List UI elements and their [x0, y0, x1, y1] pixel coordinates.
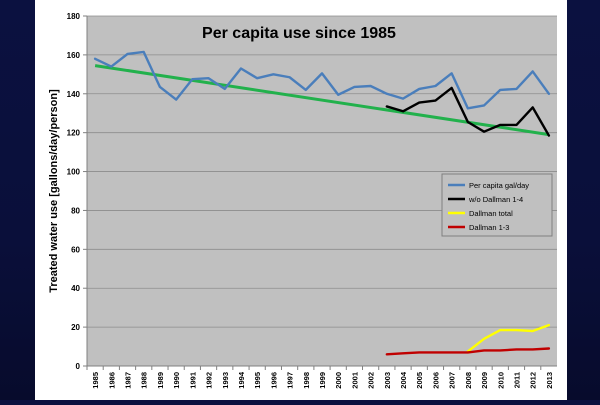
x-tick-label: 1997 — [286, 372, 295, 389]
x-tick-label: 1989 — [156, 372, 165, 389]
legend-item-label: Dallman total — [469, 209, 513, 218]
y-axis-label: Treated water use [gallons/day/person] — [48, 89, 60, 293]
x-tick-labels: 1985 1986 1987 1988 1989 1990 1991 1992 1993 1994… — [86, 366, 554, 389]
legend: Per capita gal/day w/o Dallman 1-4 Dallman… — [441, 173, 553, 237]
x-tick-label: 1987 — [124, 372, 133, 389]
x-tick-label: 1998 — [302, 372, 311, 389]
series-line — [466, 323, 551, 353]
x-tick-label: 1991 — [188, 372, 197, 389]
trendline-layer — [94, 64, 550, 137]
x-tick-label: 2008 — [464, 372, 473, 389]
x-tick-label: 2000 — [334, 372, 343, 389]
x-tick-label: 1999 — [318, 372, 327, 389]
series-line — [385, 347, 551, 356]
y-tick-label: 120 — [67, 129, 81, 138]
y-tick-label: 80 — [71, 206, 80, 215]
x-tick-label: 2012 — [529, 372, 538, 389]
x-tick-label: 2004 — [399, 371, 408, 389]
series-line — [93, 50, 551, 110]
y-tick-label: 180 — [67, 12, 81, 21]
x-tick-label: 2005 — [415, 372, 424, 389]
legend-item-label: Per capita gal/day — [469, 181, 529, 190]
gridlines — [87, 15, 557, 328]
x-tick-label: 1992 — [205, 372, 214, 389]
y-tick-label: 20 — [71, 323, 80, 332]
x-tick-label: 1986 — [107, 372, 116, 389]
x-tick-label: 1993 — [221, 372, 230, 389]
y-tick-label: 100 — [67, 168, 81, 177]
x-tick-label: 1995 — [253, 372, 262, 389]
x-tick-label: 2013 — [545, 372, 554, 389]
y-tick-label: 140 — [67, 90, 81, 99]
x-tick-label: 1994 — [237, 371, 246, 389]
trendline — [94, 64, 550, 137]
x-tick-label: 1985 — [91, 372, 100, 389]
series-layer — [93, 50, 551, 356]
y-tick-label: 160 — [67, 51, 81, 60]
x-tick-label: 2006 — [431, 372, 440, 389]
x-tick-label: 1990 — [172, 372, 181, 389]
x-tick-label: 2010 — [496, 372, 505, 389]
chart-panel: 0 20 40 60 80 100 120 140 160 180 1985 1986 1987 198… — [35, 0, 567, 400]
x-tick-label: 2003 — [383, 372, 392, 389]
legend-item-label: Dallman 1-3 — [469, 223, 509, 232]
legend-item-label: w/o Dallman 1-4 — [468, 195, 523, 204]
x-tick-label: 2011 — [512, 372, 521, 388]
x-tick-label: 2001 — [350, 372, 359, 389]
x-tick-label: 1988 — [140, 372, 149, 389]
y-tick-labels: 0 20 40 60 80 100 120 140 160 180 — [67, 12, 87, 371]
y-tick-label: 40 — [71, 284, 80, 293]
y-tick-label: 60 — [71, 245, 80, 254]
x-tick-label: 2002 — [367, 372, 376, 389]
x-tick-label: 2007 — [448, 372, 457, 389]
x-tick-label: 2009 — [480, 372, 489, 389]
chart-title: Per capita use since 1985 — [202, 25, 396, 42]
x-tick-label: 1996 — [269, 372, 278, 389]
series-line — [385, 86, 551, 137]
y-tick-label: 0 — [76, 362, 81, 371]
